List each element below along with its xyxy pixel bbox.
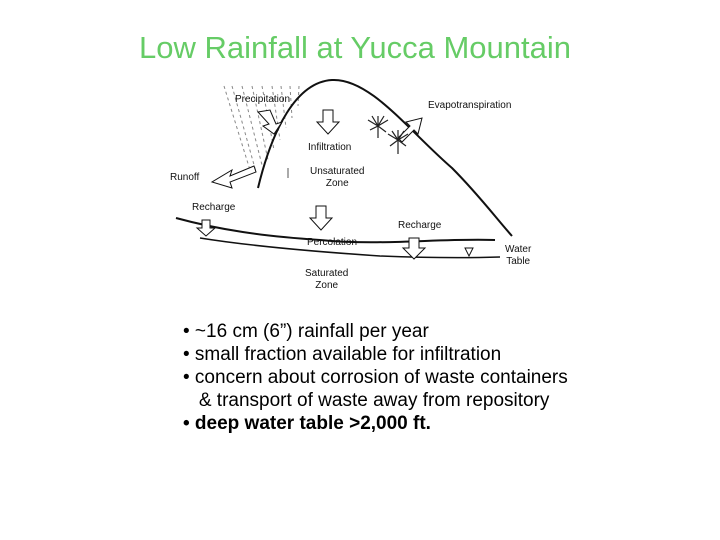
saturated-zone-label: Saturated Zone <box>305 268 349 291</box>
recharge-left-label: Recharge <box>192 202 236 213</box>
recharge-right-arrow <box>401 237 427 260</box>
bullet-item-continuation: & transport of waste away from repositor… <box>183 390 550 411</box>
bullet-list: • ~16 cm (6”) rainfall per year • small … <box>183 320 703 435</box>
bullet-item: • ~16 cm (6”) rainfall per year <box>183 321 429 342</box>
infiltration-label: Infiltration <box>308 142 352 153</box>
water-table-marker <box>464 247 474 258</box>
mountain-surface <box>257 78 513 237</box>
precipitation-label: Precipitation <box>235 94 291 105</box>
runoff-arrow <box>210 165 257 189</box>
runoff-label: Runoff <box>170 172 200 183</box>
ground-line <box>175 217 496 244</box>
bullet-item: • concern about corrosion of waste conta… <box>183 367 568 388</box>
bullet-item-emphasis: • deep water table >2,000 ft. <box>183 413 431 434</box>
unsaturated-zone-label: Unsaturated Zone <box>310 166 365 189</box>
water-table-line <box>199 237 501 259</box>
bullet-item: • small fraction available for infiltrat… <box>183 344 502 365</box>
recharge-right-label: Recharge <box>398 220 442 231</box>
vegetation <box>367 115 409 154</box>
recharge-left-arrow <box>195 219 217 237</box>
evapotranspiration-label: Evapotranspiration <box>428 100 512 111</box>
infiltration-arrow <box>315 109 341 135</box>
slide-title: Low Rainfall at Yucca Mountain <box>139 30 571 65</box>
percolation-label: Percolation <box>307 237 358 248</box>
water-table-label: Water Table <box>505 244 532 267</box>
percolation-arrow <box>308 205 334 231</box>
precipitation-arrow <box>257 109 284 135</box>
